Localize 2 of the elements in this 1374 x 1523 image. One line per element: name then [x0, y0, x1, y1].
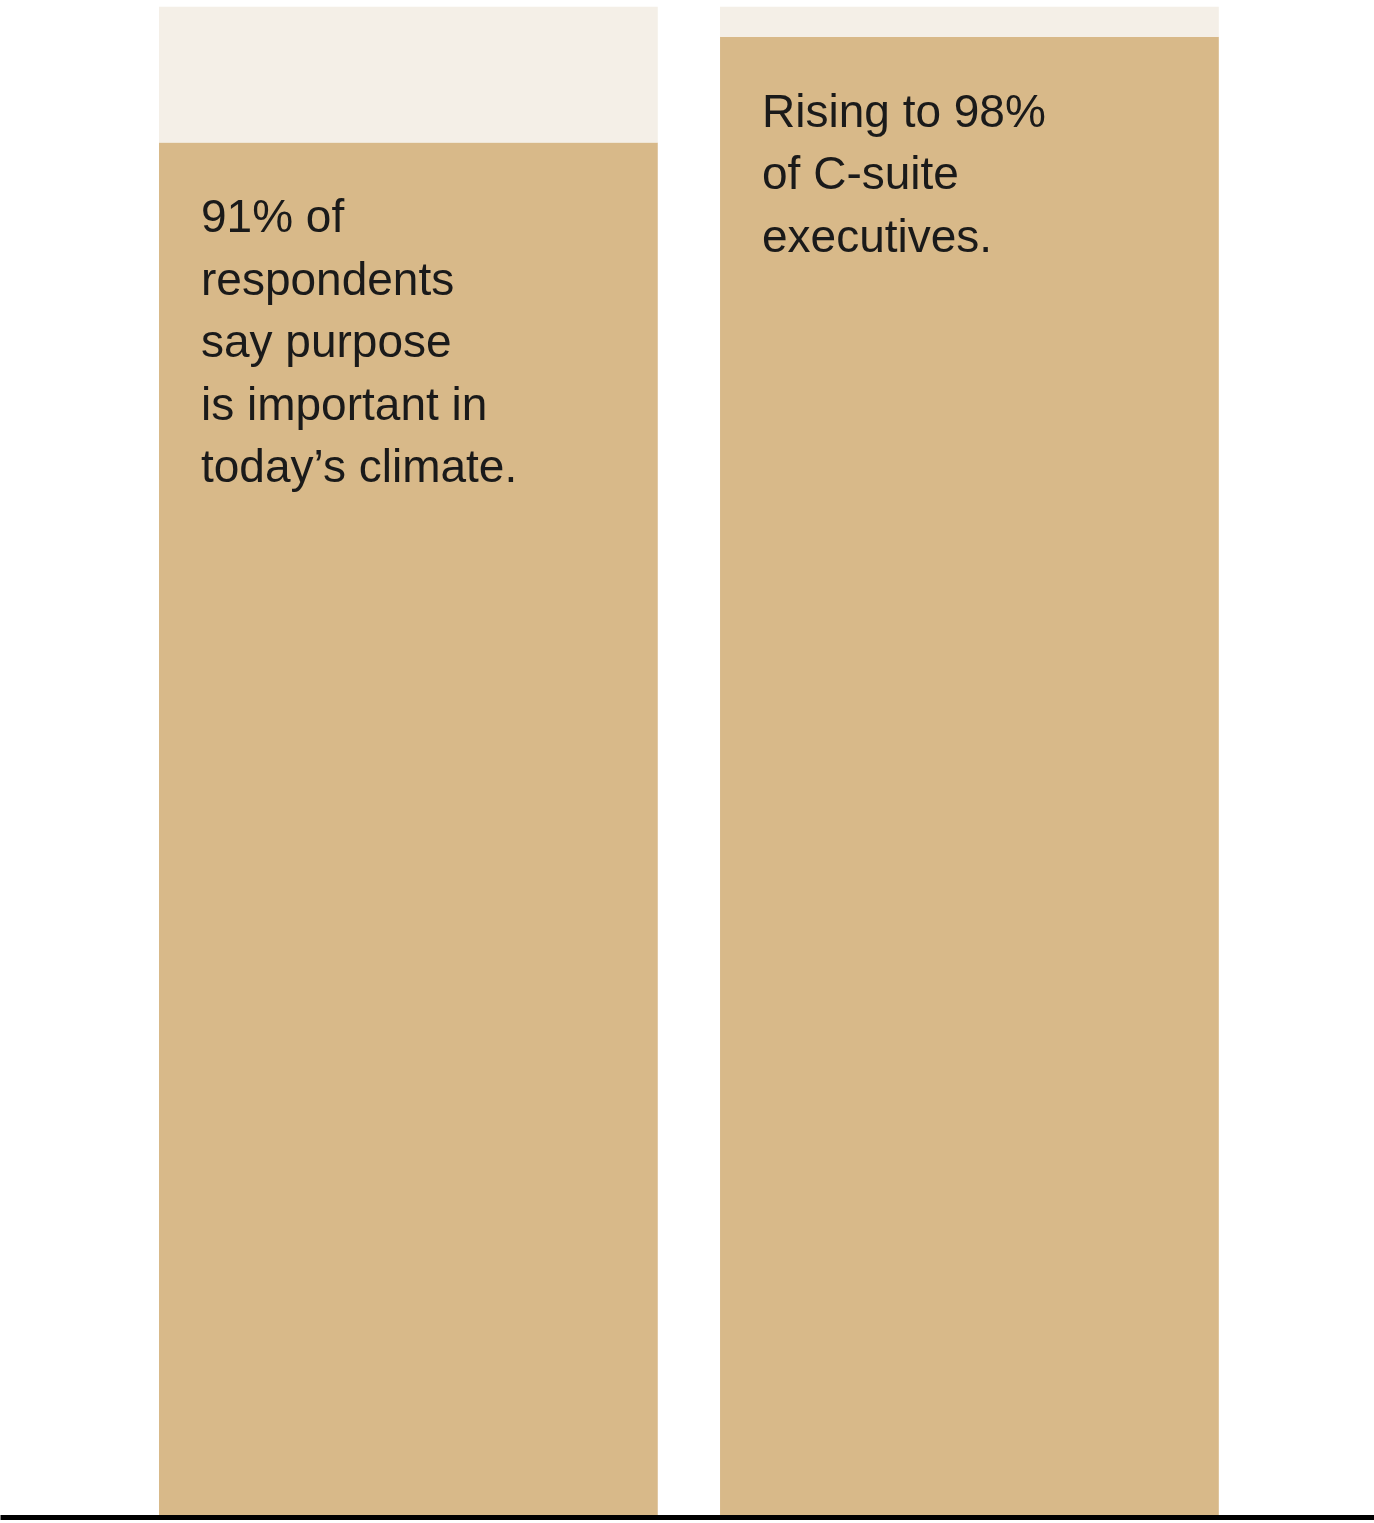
annotation: 91% of respondents say purpose is important in today’s climate. — [201, 190, 518, 493]
annotation: Rising to 98% of C-suite executives. — [762, 84, 1046, 262]
